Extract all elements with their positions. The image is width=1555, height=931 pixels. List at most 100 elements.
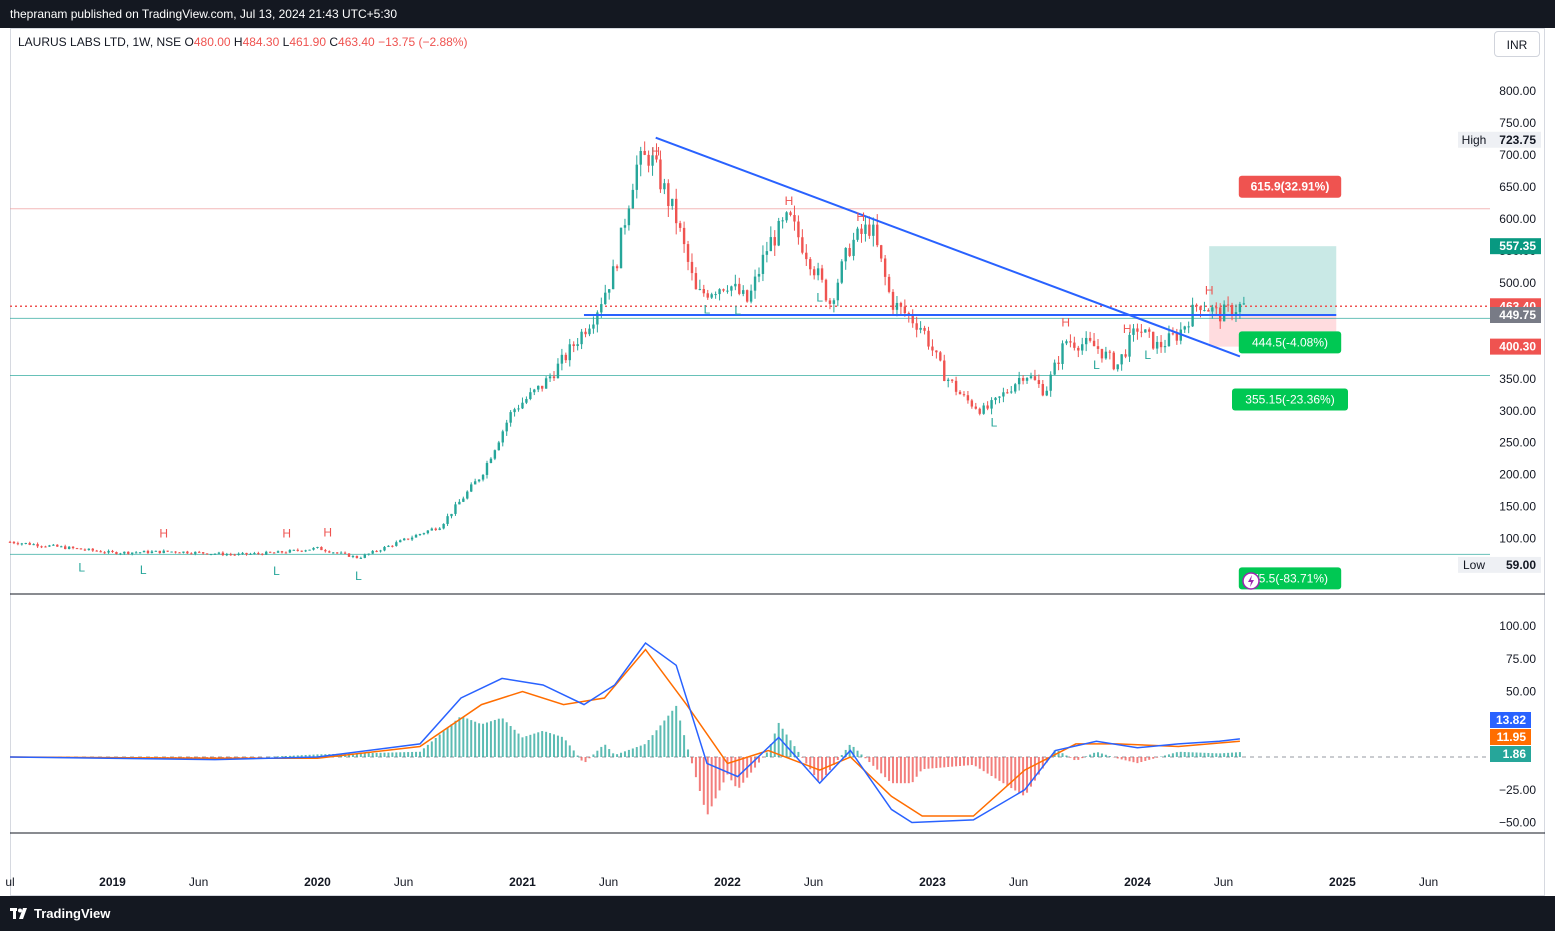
candle-body <box>824 279 828 301</box>
candle-body <box>79 548 83 550</box>
macd-histogram-bar <box>1085 756 1088 757</box>
swing-low-marker: L <box>816 291 823 305</box>
candle-body <box>1163 346 1167 348</box>
candle-body <box>462 498 465 502</box>
macd-histogram-bar <box>884 757 887 778</box>
swing-high-marker: H <box>651 145 660 159</box>
candle-body <box>651 155 654 166</box>
macd-histogram-bar <box>1179 751 1182 757</box>
candle-body <box>895 302 899 310</box>
candle-body <box>399 540 402 543</box>
candle-body <box>438 528 441 530</box>
axis-badge-value: 449.75 <box>1499 308 1536 322</box>
macd-histogram-bar <box>253 757 256 758</box>
candle-body <box>623 225 627 228</box>
candle-body <box>663 183 666 190</box>
tradingview-logo[interactable]: TradingView <box>10 906 110 921</box>
candle-body <box>225 554 229 556</box>
macd-histogram-bar <box>793 746 796 757</box>
candle-body <box>1136 328 1139 332</box>
candle-body <box>576 344 579 347</box>
macd-histogram-bar <box>923 757 926 770</box>
swing-low-marker: L <box>734 303 741 317</box>
candle-body <box>671 198 674 207</box>
axis-badge-value: 723.75 <box>1499 133 1536 147</box>
macd-histogram-bar <box>671 710 674 757</box>
macd-histogram-bar <box>706 757 709 815</box>
macd-histogram-bar <box>411 751 414 757</box>
time-label: Jun <box>394 875 413 889</box>
candle-body <box>67 546 71 550</box>
candle-body <box>1175 333 1179 341</box>
candle-body <box>470 484 473 492</box>
candle-body <box>1100 348 1104 359</box>
close-value: 463.40 <box>338 35 375 49</box>
macd-tick-label: −50.00 <box>1499 816 1536 830</box>
macd-histogram-bar <box>249 757 252 758</box>
macd-histogram-bar <box>1148 757 1151 760</box>
candle-body <box>410 537 414 540</box>
chart-frame[interactable] <box>10 28 1545 896</box>
candle-body <box>241 552 244 554</box>
macd-histogram-bar <box>281 756 284 757</box>
macd-histogram-bar <box>1041 757 1044 769</box>
candle-body <box>284 552 288 554</box>
macd-histogram-bar <box>407 752 410 757</box>
candle-body <box>1108 351 1112 353</box>
macd-histogram-bar <box>1029 757 1032 787</box>
candle-body <box>332 552 335 554</box>
price-candles <box>8 141 1246 559</box>
macd-histogram-bar <box>994 757 997 779</box>
macd-histogram-bar <box>316 754 319 757</box>
open-value: 480.00 <box>193 35 231 49</box>
macd-histogram-bar <box>655 730 658 757</box>
candle-body <box>1167 333 1171 347</box>
candle-body <box>198 551 201 553</box>
price-tick-label: 700.00 <box>1499 148 1536 162</box>
high-label: H <box>233 35 243 49</box>
axis-badge-box <box>1490 556 1541 573</box>
macd-histogram-bar <box>1124 757 1127 761</box>
macd-histogram-bar <box>1033 757 1036 781</box>
macd-histogram-bar <box>513 729 516 757</box>
time-label: 2020 <box>304 875 331 889</box>
candle-body <box>1234 312 1238 316</box>
candle-body <box>249 553 252 555</box>
candle-body <box>391 545 394 547</box>
candle-body <box>966 395 970 401</box>
candle-body <box>1104 351 1108 359</box>
candle-body <box>1195 304 1198 307</box>
candle-body <box>257 553 260 555</box>
macd-histogram-bar <box>773 733 776 757</box>
macd-histogram-bar <box>1164 755 1167 757</box>
candle-body <box>1092 340 1096 347</box>
macd-histogram-bar <box>501 718 504 757</box>
candle-body <box>458 501 461 505</box>
candle-body <box>190 553 193 555</box>
candle-body <box>749 290 753 302</box>
macd-histogram-bar <box>505 722 508 757</box>
candle-body <box>734 283 737 287</box>
macd-histogram-bar <box>927 757 930 769</box>
time-label: Jun <box>1214 875 1233 889</box>
candle-body <box>56 544 59 547</box>
macd-histogram-bar <box>1073 757 1076 761</box>
candle-body <box>801 237 804 253</box>
candle-body <box>600 304 603 313</box>
macd-histogram-bar <box>359 753 362 757</box>
low-value: 461.90 <box>289 35 327 49</box>
candle-body <box>1041 384 1045 396</box>
candle-body <box>237 553 240 555</box>
candle-body <box>844 247 847 262</box>
candle-body <box>395 542 398 546</box>
candle-body <box>186 551 189 554</box>
currency-button[interactable]: INR <box>1494 31 1540 57</box>
macd-histogram-bar <box>1006 757 1009 786</box>
macd-histogram-bar <box>395 752 398 757</box>
candle-body <box>805 252 808 260</box>
macd-histogram-bar <box>734 757 737 787</box>
time-label: 2019 <box>99 875 126 889</box>
lightning-icon-bolt <box>1248 575 1254 587</box>
candle-body <box>521 402 524 409</box>
